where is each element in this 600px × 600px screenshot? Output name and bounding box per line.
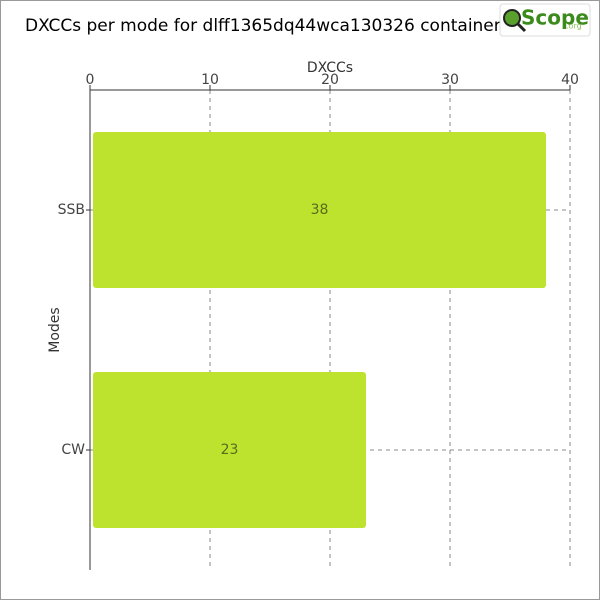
y-axis-label: Modes	[47, 307, 63, 352]
y-tick-label: SSB	[58, 202, 85, 218]
value-label: 38	[311, 202, 329, 218]
logo-text: Scope	[521, 6, 589, 30]
chart-title: DXCCs per mode for dlff1365dq44wca130326…	[25, 16, 505, 36]
x-tick-label: 20	[321, 72, 339, 88]
bar	[93, 132, 546, 288]
logo-globe	[503, 9, 521, 27]
y-tick-label: CW	[61, 442, 85, 458]
value-label: 23	[221, 442, 239, 458]
logo-handle	[516, 22, 527, 33]
x-axis-label: DXCCs	[307, 60, 353, 76]
logo: Scope .org	[499, 3, 591, 37]
x-tick-label: 30	[441, 72, 459, 88]
x-tick-label: 0	[86, 72, 95, 88]
logo-suffix: .org	[566, 22, 582, 31]
bar	[93, 372, 366, 528]
x-tick-label: 10	[201, 72, 219, 88]
x-tick-label: 40	[561, 72, 579, 88]
